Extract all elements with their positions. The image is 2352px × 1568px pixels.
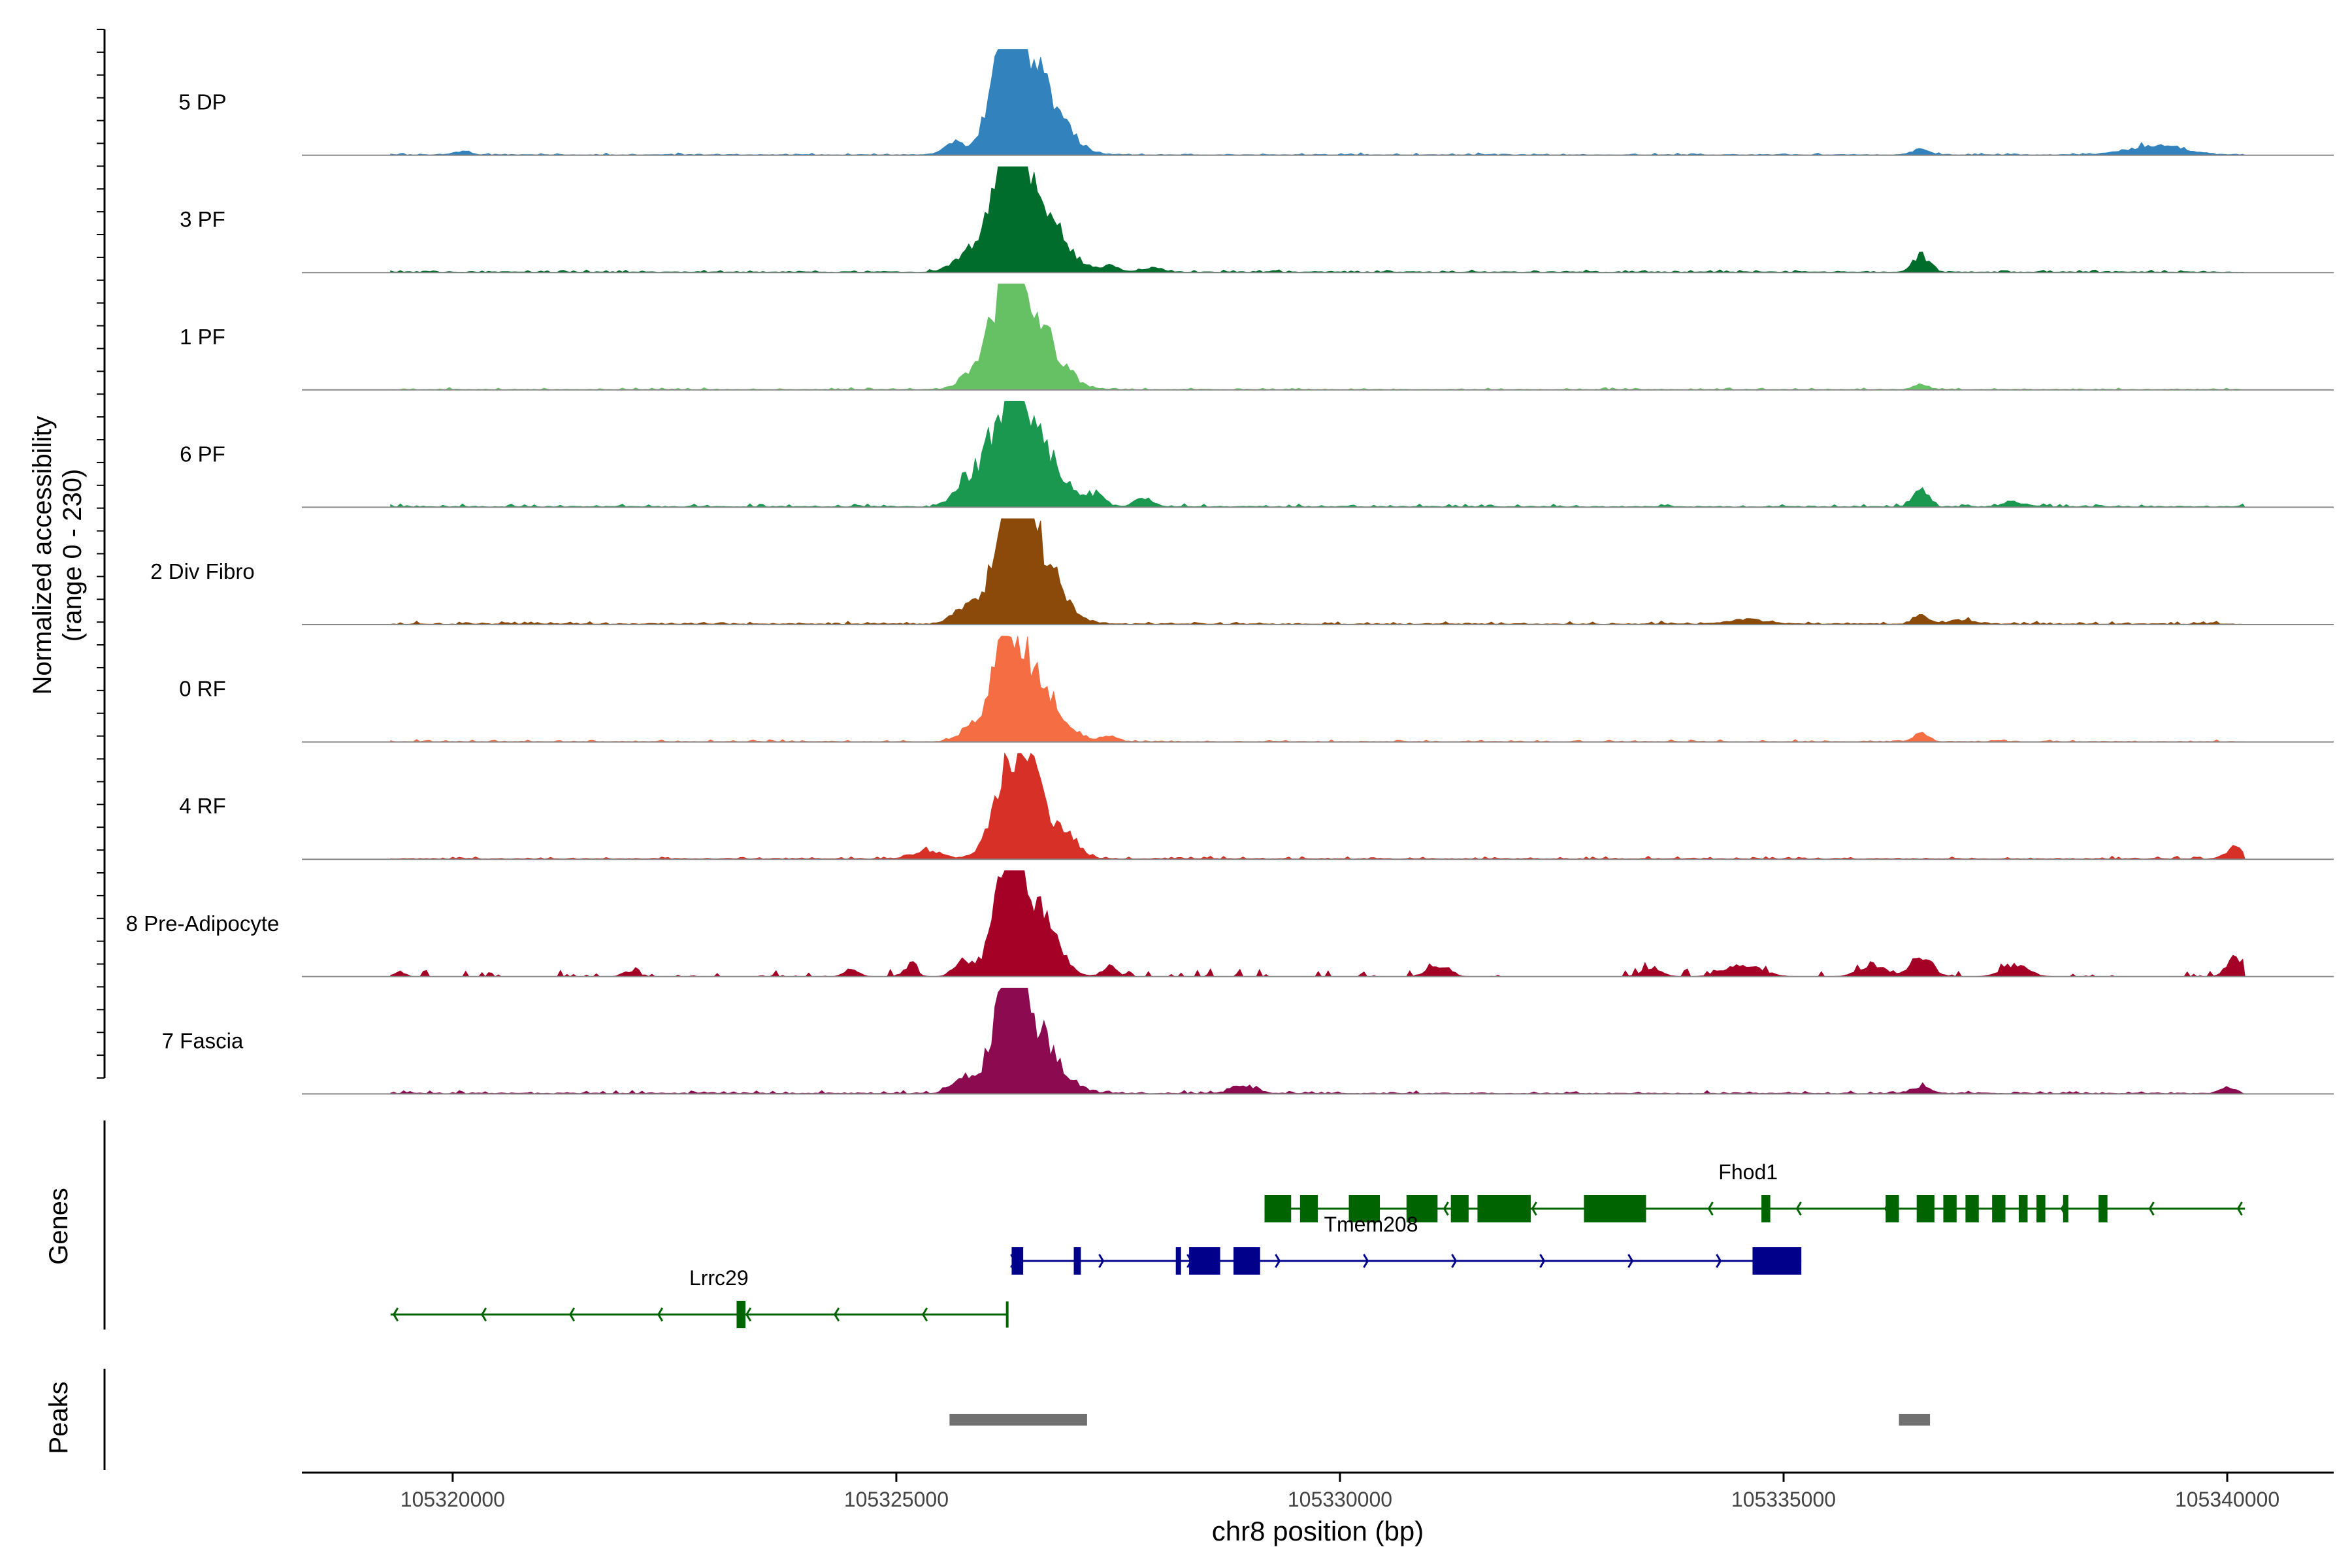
strand-chevron [1443, 1201, 1449, 1216]
peaks-track [949, 1414, 1931, 1426]
peak-region [949, 1414, 1087, 1426]
strand-chevron [1707, 1201, 1714, 1216]
exon [1943, 1195, 1957, 1222]
y-axis-label-line1: Normalized accessibility [28, 416, 57, 695]
track-label: 0 RF [179, 677, 226, 701]
track-label: 4 RF [179, 794, 226, 818]
x-tick-label: 105320000 [400, 1488, 505, 1511]
gene-fhod1: Fhod1 [1264, 1160, 2246, 1222]
coverage-area [390, 49, 2246, 156]
strand-chevron [1539, 1254, 1546, 1268]
x-axis-title: chr8 position (bp) [1212, 1516, 1424, 1546]
strand-chevron [745, 1307, 752, 1322]
coverage-area [390, 518, 2246, 625]
track-1-pf: 1 PF [180, 284, 2334, 391]
exon [2036, 1195, 2046, 1222]
strand-chevron [1716, 1254, 1722, 1268]
exon [1264, 1195, 1292, 1222]
exon [1175, 1247, 1181, 1275]
exon [1584, 1195, 1646, 1222]
exon [1189, 1247, 1220, 1275]
strand-chevron [1451, 1254, 1458, 1268]
track-0-rf: 0 RF [179, 636, 2334, 743]
track-label: 5 DP [178, 90, 226, 114]
track-7-fascia: 7 Fascia [162, 987, 2334, 1095]
peak-region [1899, 1414, 1931, 1426]
x-tick-label: 105330000 [1288, 1488, 1392, 1511]
strand-chevron [569, 1307, 576, 1322]
x-tick-label: 105335000 [1731, 1488, 1836, 1511]
gene-annotation-track: Fhod1 Tmem208 Lrrc29 [390, 1160, 2246, 1328]
exon [1886, 1195, 1899, 1222]
x-tick-label: 105340000 [2175, 1488, 2279, 1511]
gene-label: Fhod1 [1718, 1160, 1778, 1184]
x-tick-label: 105325000 [844, 1488, 949, 1511]
strand-chevron [922, 1307, 928, 1322]
strand-chevron [393, 1307, 399, 1322]
coverage-area [390, 284, 2246, 391]
coverage-area [390, 400, 2246, 508]
exon [1348, 1195, 1380, 1222]
y-axis-label-line2: (range 0 - 230) [58, 469, 87, 642]
peaks-panel-label: Peaks [44, 1381, 73, 1454]
exon [1299, 1195, 1318, 1222]
strand-chevron [1531, 1201, 1537, 1216]
strand-chevron [1363, 1254, 1369, 1268]
accessibility-tracks: 5 DP 3 PF 1 PF 6 PF 2 Div Fibro 0 RF 4 RF 8 Pre… [126, 49, 2334, 1095]
strand-chevron [1275, 1254, 1281, 1268]
track-label: 8 Pre-Adipocyte [126, 911, 280, 936]
track-4-rf: 4 RF [179, 752, 2334, 860]
gene-lrrc29: Lrrc29 [390, 1266, 1007, 1328]
track-3-pf: 3 PF [180, 166, 2334, 274]
coverage-area [390, 166, 2246, 273]
track-label: 1 PF [180, 325, 225, 349]
strand-chevron [1098, 1254, 1105, 1268]
gene-label: Lrrc29 [689, 1266, 749, 1290]
axes: 105320000 105325000 105330000 105335000 1053… [97, 29, 2334, 1511]
exon [736, 1301, 746, 1328]
coverage-area [390, 987, 2246, 1094]
exon [1450, 1195, 1469, 1222]
track-label: 3 PF [180, 207, 225, 231]
exon [1965, 1195, 1979, 1222]
genes-panel-label: Genes [44, 1188, 73, 1265]
strand-chevron [834, 1307, 840, 1322]
track-label: 7 Fascia [162, 1028, 244, 1053]
track-label: 6 PF [180, 442, 225, 466]
exon [1752, 1247, 1802, 1275]
track-6-pf: 6 PF [180, 400, 2334, 508]
exon [1916, 1195, 1935, 1222]
gene-label: Tmem208 [1324, 1213, 1418, 1236]
exon [1073, 1247, 1081, 1275]
strand-chevron [1627, 1254, 1634, 1268]
strand-chevron [657, 1307, 664, 1322]
track-8-pre-adipocyte: 8 Pre-Adipocyte [126, 870, 2334, 977]
track-2-div-fibro: 2 Div Fibro [150, 518, 2334, 625]
exon [1477, 1195, 1531, 1222]
track-5-dp: 5 DP [178, 49, 2334, 156]
strand-chevron [2236, 1201, 2243, 1216]
exon [2018, 1195, 2028, 1222]
coverage-area [390, 752, 2246, 860]
exon [1011, 1247, 1024, 1275]
coverage-area [390, 870, 2246, 977]
exon [2099, 1195, 2108, 1222]
exon [1233, 1247, 1260, 1275]
exon [1406, 1195, 1438, 1222]
exon [1992, 1195, 2006, 1222]
strand-chevron [1795, 1201, 1802, 1216]
exon [1761, 1195, 1771, 1222]
gene-tmem208: Tmem208 [1010, 1213, 1802, 1275]
coverage-area [390, 636, 2246, 743]
strand-chevron [2148, 1201, 2155, 1216]
track-label: 2 Div Fibro [150, 559, 255, 583]
strand-chevron [481, 1307, 487, 1322]
exon [2063, 1195, 2068, 1222]
